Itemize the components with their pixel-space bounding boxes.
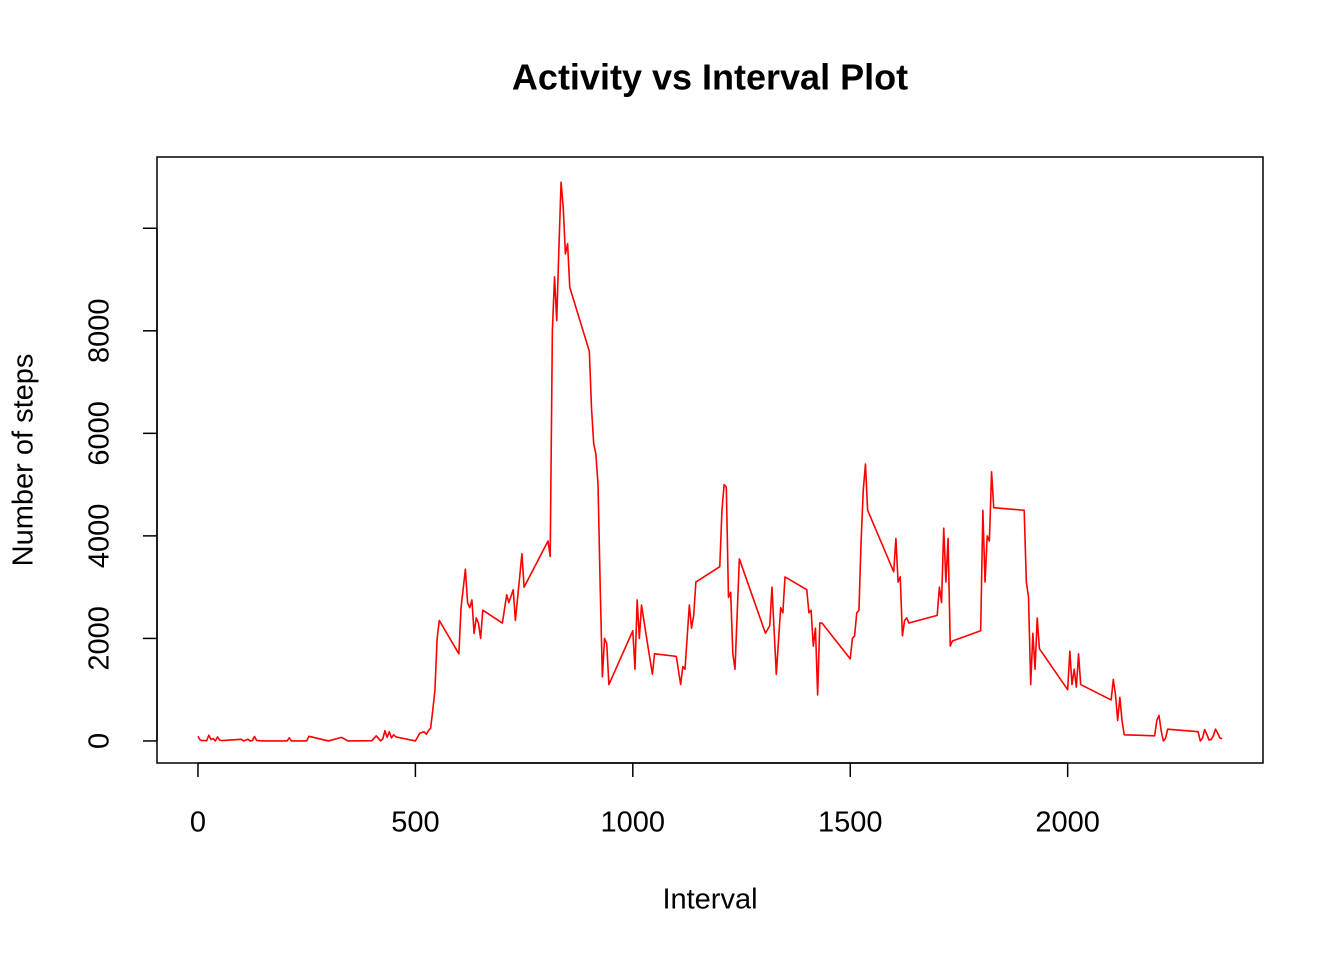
x-tick-label: 2000: [1035, 807, 1100, 839]
plot-box: [156, 156, 1264, 764]
y-tick-label: 8000: [84, 299, 116, 364]
x-tick-label: 500: [391, 807, 439, 839]
y-axis-title: Number of steps: [8, 354, 40, 567]
x-tick-label: 0: [190, 807, 206, 839]
y-tick-label: 6000: [84, 401, 116, 466]
x-tick-label: 1500: [818, 807, 883, 839]
y-tick-label: 4000: [84, 504, 116, 569]
x-axis-title: Interval: [662, 884, 757, 916]
chart-title: Activity vs Interval Plot: [512, 57, 908, 98]
x-tick-label: 1000: [601, 807, 666, 839]
data-line: [197, 181, 1223, 742]
y-tick-label: 2000: [84, 606, 116, 671]
y-tick-label: 0: [84, 733, 116, 749]
